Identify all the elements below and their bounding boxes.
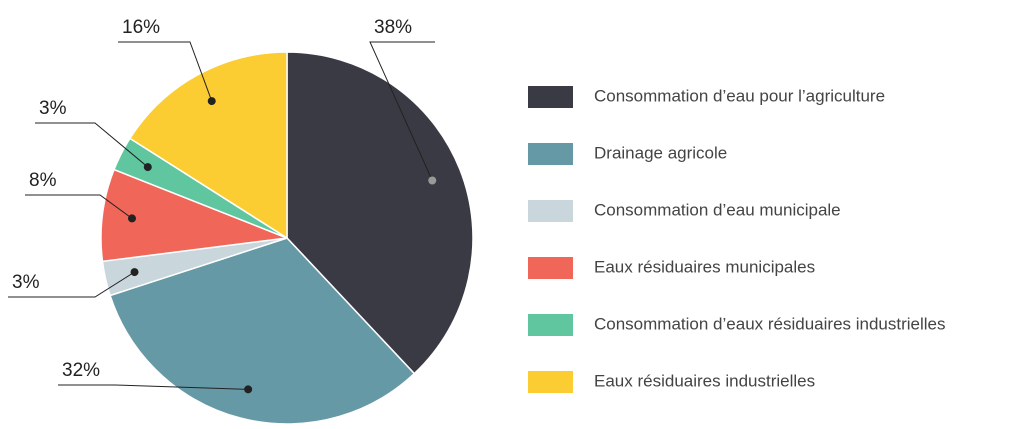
pie-slice [109, 237, 416, 425]
pie-slice [286, 51, 474, 375]
legend-label: Consommation d’eau pour l’agriculture [594, 86, 885, 105]
legend-label: Eaux résiduaires municipales [594, 257, 815, 276]
leader-dot [207, 97, 216, 106]
leader-line [118, 41, 213, 102]
legend-swatch [528, 257, 573, 279]
leader-line [25, 194, 133, 219]
legend-label: Consommation d’eaux résiduaires industri… [594, 314, 946, 333]
leader-dot [143, 163, 152, 172]
pie-slice [100, 168, 288, 263]
legend-label: Consommation d’eau municipale [594, 200, 841, 219]
legend-swatch [528, 143, 573, 165]
data-label: 16% [122, 17, 160, 38]
leader-dot [130, 268, 139, 277]
legend-swatch [528, 314, 573, 336]
data-label: 32% [62, 360, 100, 381]
data-label: 3% [12, 272, 40, 293]
leader-dot [428, 176, 437, 185]
legend-label: Drainage agricole [594, 143, 727, 162]
data-label: 38% [374, 17, 412, 38]
legend-label: Eaux résiduaires industrielles [594, 371, 815, 390]
leader-line [58, 384, 249, 390]
leader-line [35, 122, 149, 168]
leader-line [369, 41, 435, 181]
legend-swatch [528, 200, 573, 222]
legend-swatch [528, 86, 573, 108]
pie-slice [128, 51, 288, 240]
data-label: 8% [29, 170, 57, 191]
leader-dot [244, 385, 253, 394]
data-label: 3% [39, 98, 67, 119]
legend-swatch [528, 371, 573, 393]
leader-dot [127, 214, 136, 223]
leader-line [8, 271, 135, 298]
